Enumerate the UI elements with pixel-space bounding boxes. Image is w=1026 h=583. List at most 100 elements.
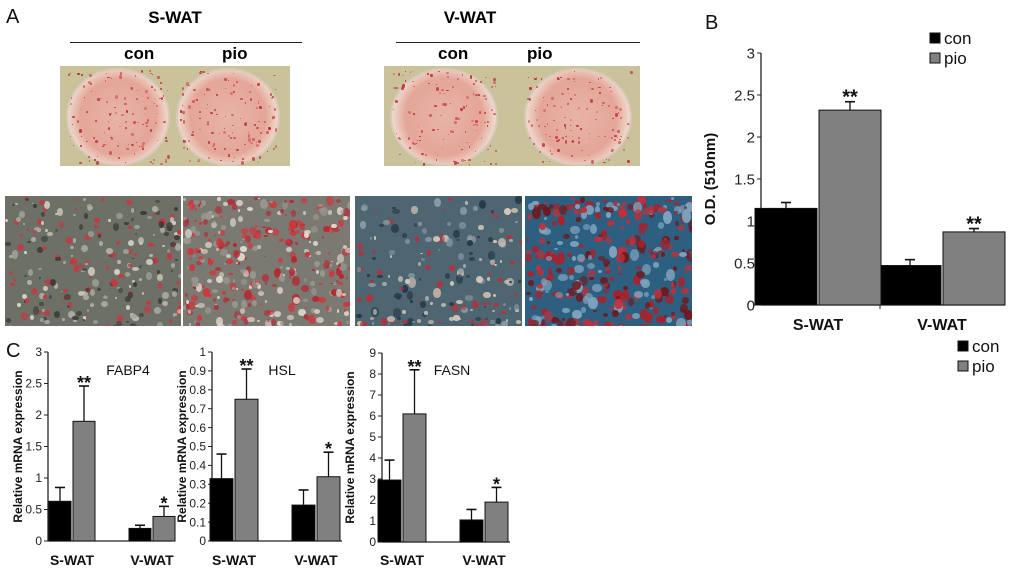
stain-spot [671, 252, 679, 258]
stain-spot [595, 118, 597, 121]
stain-spot [228, 323, 232, 326]
stain-spot [237, 252, 245, 261]
stain-spot [664, 277, 668, 282]
stain-spot [409, 300, 413, 304]
stain-spot [392, 108, 395, 111]
stain-spot [245, 122, 248, 125]
stain-spot [125, 161, 127, 164]
stain-spot [217, 323, 224, 326]
stain-spot [607, 221, 613, 226]
stain-spot [146, 272, 152, 280]
stain-spot [608, 105, 611, 107]
stain-spot [687, 218, 692, 229]
stain-spot [586, 263, 595, 269]
stain-spot [510, 207, 518, 214]
stain-spot [255, 225, 259, 227]
stain-spot [118, 273, 124, 279]
stain-spot [483, 121, 486, 124]
s-wat-pio-label: pio [222, 44, 248, 63]
stain-spot [413, 142, 416, 145]
stain-spot [208, 238, 211, 241]
stain-spot [470, 120, 474, 122]
stain-spot [469, 238, 473, 242]
stain-spot [493, 81, 496, 85]
stain-spot [117, 314, 123, 322]
stain-spot [574, 204, 581, 210]
significance-marker: ** [239, 356, 253, 376]
stain-spot [292, 270, 298, 276]
stain-spot [240, 228, 248, 235]
stain-spot [609, 86, 611, 88]
stain-spot [200, 256, 206, 263]
y-tick-label: 8 [369, 367, 376, 381]
stain-spot [657, 206, 668, 214]
stain-spot [207, 141, 211, 145]
stain-spot [392, 206, 396, 210]
stain-spot [611, 150, 613, 153]
stain-spot [683, 309, 692, 320]
stain-spot [257, 140, 261, 144]
stain-spot [232, 301, 238, 308]
stain-spot [130, 208, 135, 214]
stain-spot [79, 129, 83, 133]
stain-spot [585, 200, 594, 207]
stain-spot [536, 283, 543, 289]
stain-spot [43, 310, 51, 316]
stain-spot [419, 135, 421, 137]
stain-spot [438, 71, 440, 73]
stain-spot [68, 302, 73, 309]
stain-spot [239, 214, 242, 217]
stain-spot [229, 137, 233, 140]
stain-spot [86, 308, 89, 312]
stain-spot [449, 264, 455, 271]
stain-spot [587, 254, 592, 261]
y-tick-label: 1 [199, 345, 206, 359]
stain-spot [441, 102, 445, 107]
stain-spot [190, 226, 197, 233]
stain-spot [581, 211, 587, 220]
stain-spot [346, 276, 349, 279]
stain-spot [266, 318, 270, 323]
stain-spot [545, 290, 550, 294]
stain-spot [487, 251, 496, 260]
stain-spot [22, 223, 26, 226]
stain-spot [95, 161, 99, 165]
y-tick-label: 1 [35, 471, 42, 485]
stain-spot [111, 325, 118, 326]
stain-spot [415, 143, 418, 145]
stain-spot [455, 274, 464, 285]
stain-spot [484, 306, 487, 309]
stain-spot [609, 90, 612, 93]
stain-spot [409, 147, 412, 149]
stain-spot [611, 205, 618, 212]
stain-spot [446, 75, 449, 79]
stain-spot [233, 310, 242, 320]
stain-spot [261, 225, 266, 229]
stain-spot [475, 93, 478, 96]
stain-spot [569, 206, 574, 209]
stain-spot [248, 138, 251, 142]
stain-spot [302, 299, 308, 303]
stain-spot [393, 86, 396, 89]
stain-spot [102, 145, 105, 148]
stain-spot [611, 200, 621, 207]
stain-spot [585, 108, 588, 111]
stain-spot [469, 318, 475, 325]
stain-spot [111, 137, 114, 140]
stain-spot [460, 108, 464, 112]
stain-spot [425, 295, 430, 302]
stain-spot [87, 266, 95, 277]
stain-spot [224, 87, 227, 89]
bar-con [291, 504, 316, 542]
stain-spot [172, 290, 178, 297]
stain-spot [445, 238, 453, 247]
x-category-label: V-WAT [294, 552, 338, 568]
stain-spot [356, 313, 362, 319]
stain-spot [387, 323, 390, 325]
bar-con [754, 207, 818, 306]
stain-spot [603, 258, 610, 267]
stain-spot [670, 281, 675, 287]
stain-spot [588, 296, 598, 310]
stain-spot [660, 251, 666, 258]
stain-spot [93, 225, 100, 230]
